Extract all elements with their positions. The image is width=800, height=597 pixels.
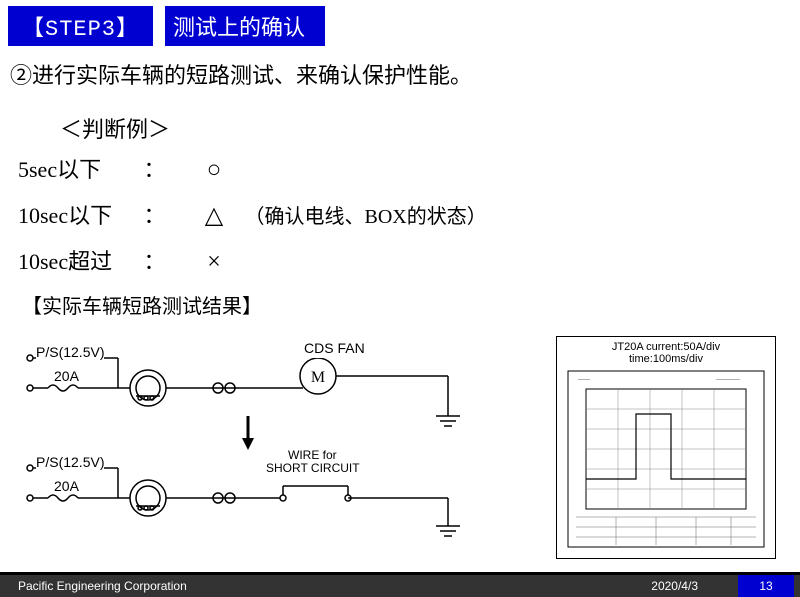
ps-label-2: P/S(12.5V) [36,454,104,470]
criteria-row: 10sec以下 ： △ （确认电线、BOX的状态） [18,198,800,230]
svg-text:M: M [311,369,325,386]
slide-footer: Pacific Engineering Corporation 2020/4/3… [0,575,800,597]
oscillo-title-1: JT20A current:50A/div [561,341,771,353]
criteria-symbol: ○ [189,157,239,184]
criteria-row: 10sec超过 ： × [18,244,800,276]
criteria-colon: ： [144,152,184,184]
judgment-heading: ＜判断例＞ [60,112,800,144]
criteria-list: 5sec以下 ： ○ 10sec以下 ： △ （确认电线、BOX的状态） 10s… [18,152,800,276]
header-title: 测试上的确认 [165,6,325,46]
ps-label-1: P/S(12.5V) [36,344,104,360]
wire-label-1: WIRE for [288,448,337,462]
criteria-colon: ： [144,198,184,230]
oscilloscope-panel: JT20A current:50A/div time:100ms/div [556,336,776,559]
criteria-symbol: × [189,249,239,276]
criteria-note: （确认电线、BOX的状态） [245,206,487,228]
svg-text:――: ―― [577,377,591,383]
criteria-row: 5sec以下 ： ○ [18,152,800,184]
fan-label: CDS FAN [296,338,373,358]
footer-page: 13 [738,575,794,597]
criteria-colon: ： [144,244,184,276]
oscillo-title-2: time:100ms/div [561,353,771,365]
criteria-symbol: △ [189,201,239,230]
criteria-time: 10sec超过 [18,244,138,276]
result-heading: 【实际车辆短路测试结果】 [22,290,800,319]
circuit-diagram: P/S(12.5V) 20A CDS FAN P/S(12.5V) 20A WI… [18,346,498,566]
criteria-time: 5sec以下 [18,152,138,184]
oscillo-screen: ―― ―――― [561,369,771,549]
slide-header: 【STEP3】 测试上的确认 [8,6,800,46]
circuit-svg: M [18,346,498,556]
step-badge: 【STEP3】 [8,6,153,46]
fuse-label-1: 20A [54,368,79,384]
wire-label-2: SHORT CIRCUIT [266,461,360,475]
svg-text:――――: ―――― [715,377,741,383]
main-description: ②进行实际车辆的短路测试、来确认保护性能。 [10,58,800,90]
criteria-time: 10sec以下 [18,198,138,230]
fuse-label-2: 20A [54,478,79,494]
